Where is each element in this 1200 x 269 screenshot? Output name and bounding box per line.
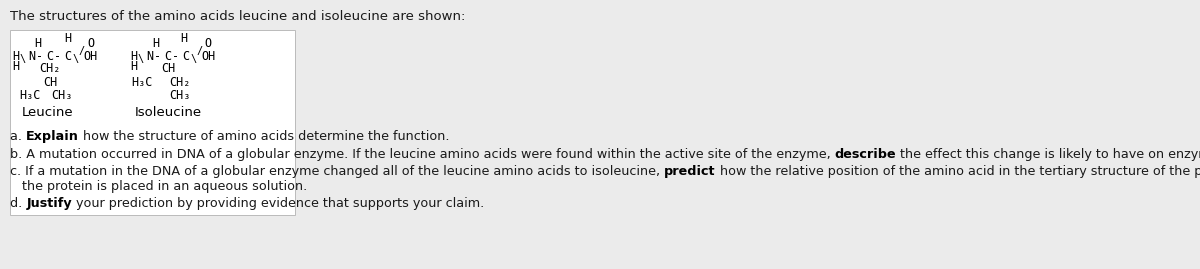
Text: H₃C: H₃C: [19, 89, 41, 102]
Text: H: H: [152, 37, 160, 50]
Text: Justify: Justify: [26, 197, 72, 210]
FancyBboxPatch shape: [10, 30, 295, 215]
Text: your prediction by providing evidence that supports your claim.: your prediction by providing evidence th…: [72, 197, 484, 210]
Text: b. A mutation occurred in DNA of a globular enzyme. If the leucine amino acids w: b. A mutation occurred in DNA of a globu…: [10, 148, 835, 161]
Text: \: \: [20, 54, 26, 64]
Text: C: C: [164, 50, 172, 63]
Text: /: /: [197, 46, 203, 56]
Text: predict: predict: [664, 165, 715, 178]
Text: C: C: [182, 50, 190, 63]
Text: The structures of the amino acids leucine and isoleucine are shown:: The structures of the amino acids leucin…: [10, 10, 466, 23]
Text: H: H: [180, 32, 187, 45]
Text: N: N: [146, 50, 154, 63]
Text: O: O: [88, 37, 95, 50]
Text: H: H: [131, 60, 138, 73]
Text: H: H: [65, 32, 72, 45]
Text: CH₃: CH₃: [52, 89, 73, 102]
Text: CH: CH: [161, 62, 175, 75]
Text: the effect this change is likely to have on enzymatic function.: the effect this change is likely to have…: [896, 148, 1200, 161]
Text: CH₂: CH₂: [40, 62, 61, 75]
Text: N: N: [29, 50, 36, 63]
Text: a.: a.: [10, 130, 26, 143]
Text: H: H: [12, 60, 19, 73]
Text: d.: d.: [10, 197, 26, 210]
Text: c. If a mutation in the DNA of a globular enzyme changed all of the leucine amin: c. If a mutation in the DNA of a globula…: [10, 165, 664, 178]
Text: H: H: [35, 37, 42, 50]
Text: CH: CH: [43, 76, 58, 89]
Text: how the relative position of the amino acid in the tertiary structure of the pro: how the relative position of the amino a…: [715, 165, 1200, 178]
Text: -: -: [173, 50, 180, 63]
Text: the protein is placed in an aqueous solution.: the protein is placed in an aqueous solu…: [10, 180, 307, 193]
Text: H: H: [131, 50, 138, 63]
Text: Leucine: Leucine: [22, 106, 74, 119]
Text: OH: OH: [83, 50, 97, 63]
Text: how the structure of amino acids determine the function.: how the structure of amino acids determi…: [79, 130, 449, 143]
Text: C: C: [47, 50, 54, 63]
Text: CH₃: CH₃: [169, 89, 191, 102]
Text: -: -: [155, 50, 162, 63]
Text: O: O: [204, 37, 211, 50]
Text: OH: OH: [202, 50, 215, 63]
Text: /: /: [79, 46, 85, 56]
Text: CH₂: CH₂: [169, 76, 191, 89]
Text: \: \: [73, 54, 79, 64]
Text: Explain: Explain: [26, 130, 79, 143]
Text: -: -: [36, 50, 43, 63]
Text: H: H: [12, 50, 19, 63]
Text: \: \: [191, 54, 197, 64]
Text: \: \: [138, 54, 144, 64]
Text: -: -: [54, 50, 61, 63]
Text: describe: describe: [835, 148, 896, 161]
Text: H₃C: H₃C: [131, 76, 152, 89]
Text: C: C: [65, 50, 72, 63]
Text: Isoleucine: Isoleucine: [134, 106, 202, 119]
